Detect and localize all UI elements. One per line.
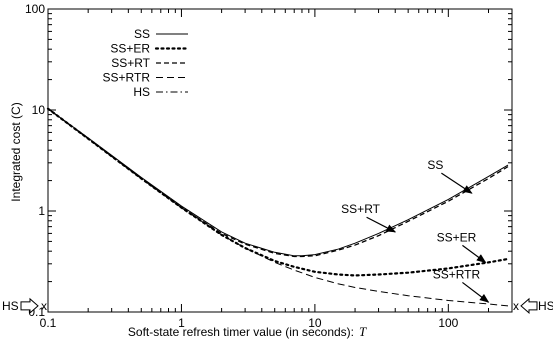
x-tick-label: 10: [308, 316, 322, 330]
series-line-ss-er: [46, 107, 510, 277]
series-group: [46, 107, 510, 307]
x-axis-title: Soft-state refresh timer value (in secon…: [128, 325, 354, 339]
x-axis-symbol: T: [359, 324, 367, 339]
legend-entry-label: HS: [133, 85, 150, 99]
series-line-ss-rtr: [47, 108, 509, 307]
hs-right-label: HS: [538, 299, 553, 313]
hs-left-arrow-icon: [20, 297, 39, 314]
x-axis-title-group: Soft-state refresh timer value (in secon…: [128, 324, 367, 339]
y-axis-title: Integrated cost (C): [9, 102, 23, 201]
legend-entry-label: SS+ER: [110, 42, 150, 56]
x-tick-label: 0.1: [40, 316, 57, 330]
annotation-arrow: [462, 244, 487, 263]
hs-left-marker: x: [41, 299, 47, 313]
hs-right-arrow-icon: [520, 297, 538, 314]
y-tick-label: 100: [25, 2, 45, 16]
legend-entry-label: SS: [134, 27, 150, 41]
y-tick-label: 1: [38, 204, 45, 218]
annotation-label: SS+RT: [341, 202, 380, 216]
annotation-label: SS: [427, 158, 443, 172]
annotation-label: SS+RTR: [433, 267, 481, 281]
series-line-ss-rt: [47, 108, 509, 258]
x-tick-label: 1: [178, 316, 185, 330]
annotation-arrow: [441, 172, 473, 194]
annotation-arrow: [462, 281, 490, 303]
legend-entry-label: SS+RTR: [103, 71, 151, 85]
annotation-arrow: [366, 216, 397, 233]
annotation-label: SS+ER: [437, 230, 477, 244]
x-tick-label: 100: [438, 316, 458, 330]
legend-entry-label: SS+RT: [111, 56, 150, 70]
y-tick-label: 10: [32, 103, 46, 117]
hs-right-marker: x: [513, 299, 519, 313]
annotation-group: SS SS+RT SS+ER SS+RTR: [341, 158, 490, 303]
hs-left-label: HS: [2, 299, 19, 313]
hs-markers: HS x x HS: [2, 297, 553, 314]
plot-frame: [47, 8, 513, 313]
